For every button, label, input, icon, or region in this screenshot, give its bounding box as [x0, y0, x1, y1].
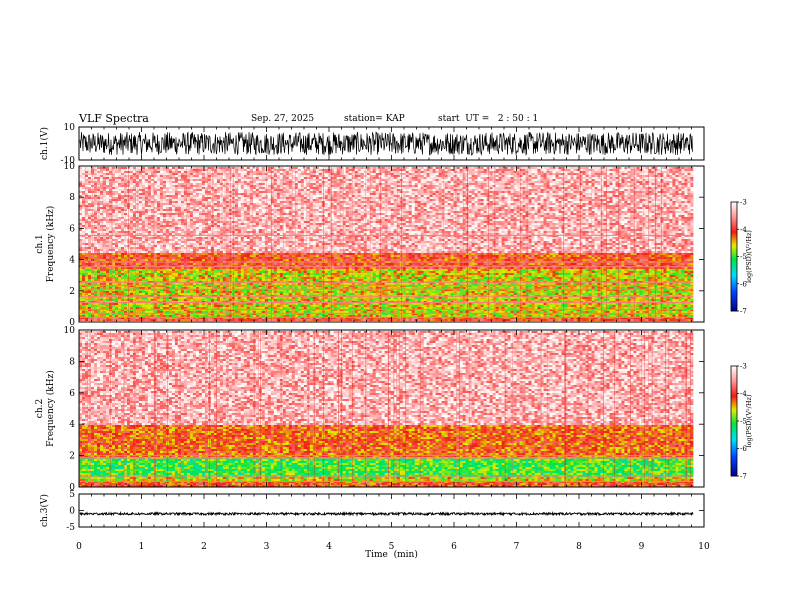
ch1-spectrogram-ytick-label: 0	[69, 318, 75, 328]
ch1-spectrogram-ylabel: Frequency (kHz)	[45, 206, 56, 283]
ch2-spectrogram-colorbar	[731, 366, 737, 477]
ch1-spectrogram-ytick-label: 4	[69, 256, 75, 266]
x-tick-label: 5	[389, 542, 395, 552]
ch3-waveform-trace	[79, 510, 694, 517]
ch1-waveform-ytick-label: 10	[64, 123, 76, 133]
ch2-spectrogram-ylabel: ch.2	[35, 399, 45, 418]
x-axis-label: Time (min)	[365, 549, 418, 560]
ch2-spectrogram-blank	[693, 330, 704, 487]
ch1-waveform-trace	[79, 131, 694, 156]
ch1-spectrogram-colorbar-tick-label: -6	[740, 280, 747, 288]
ch3-waveform-ytick-label: -5	[66, 523, 75, 533]
ch1-spectrogram-ytick-label: 2	[69, 287, 75, 297]
ch3-waveform-ytick-label: 0	[69, 507, 75, 517]
x-tick-label: 6	[451, 542, 457, 552]
ch1-spectrogram-blank	[693, 166, 704, 322]
ch1-spectrogram-image	[79, 167, 694, 321]
start-time-label: start UT = 2 : 50 : 1	[438, 114, 538, 124]
ch2-spectrogram-ytick-label: 0	[69, 483, 75, 493]
ch2-spectrogram-ytick-label: 6	[69, 389, 75, 399]
x-tick-label: 2	[201, 542, 207, 552]
ch1-spectrogram-colorbar	[731, 202, 737, 312]
x-tick-label: 10	[698, 542, 710, 552]
ch1-spectrogram-ytick-label: 8	[69, 193, 75, 203]
station-label: station= KAP	[344, 114, 405, 124]
figure-title: VLF Spectra	[79, 112, 149, 125]
ch1-spectrogram-colorbar-tick-label: -4	[740, 226, 747, 234]
x-tick-label: 7	[514, 542, 520, 552]
ch1-spectrogram-ytick-label: 10	[64, 162, 76, 172]
ch2-spectrogram-colorbar-tick-label: -3	[740, 363, 747, 371]
ch2-spectrogram-ytick-label: 10	[64, 326, 76, 336]
ch2-spectrogram-colorbar-tick-label: -5	[740, 418, 747, 426]
ch2-spectrogram-ytick-label: 4	[69, 420, 75, 430]
ch2-spectrogram-ytick-label: 2	[69, 452, 75, 462]
ch2-spectrogram-ytick-label: 8	[69, 357, 75, 367]
x-tick-label: 4	[326, 542, 332, 552]
ch1-spectrogram-colorbar-tick-label: -7	[740, 308, 747, 316]
x-tick-label: 8	[576, 542, 582, 552]
x-tick-label: 0	[76, 542, 82, 552]
ch2-spectrogram-colorbar-tick-label: -7	[740, 473, 747, 481]
x-tick-label: 9	[639, 542, 645, 552]
ch1-spectrogram-colorbar-tick-label: -5	[740, 253, 747, 261]
ch3-waveform-ytick-label: 5	[69, 490, 75, 500]
x-tick-label: 1	[139, 542, 145, 552]
ch1-spectrogram-colorbar-label: log(PSD)(V²/Hz)	[745, 230, 753, 283]
ch1-waveform-ytick-label: -10	[61, 156, 76, 166]
ch2-spectrogram-ylabel: Frequency (kHz)	[45, 370, 56, 447]
ch2-spectrogram-image	[79, 331, 694, 487]
ch1-waveform-ylabel: ch.1(V)	[39, 127, 50, 160]
date-label: Sep. 27, 2025	[251, 114, 314, 124]
ch1-spectrogram-colorbar-tick-label: -3	[740, 199, 747, 207]
ch2-spectrogram-colorbar-label: log(PSD)(V²/Hz)	[745, 394, 753, 447]
ch2-spectrogram-colorbar-tick-label: -6	[740, 445, 747, 453]
ch1-spectrogram-ytick-label: 6	[69, 224, 75, 234]
ch3-waveform-ylabel: ch.3(V)	[39, 494, 50, 527]
x-tick-label: 3	[264, 542, 270, 552]
ch1-spectrogram-ylabel: ch.1	[35, 234, 45, 253]
ch2-spectrogram-colorbar-tick-label: -4	[740, 390, 747, 398]
